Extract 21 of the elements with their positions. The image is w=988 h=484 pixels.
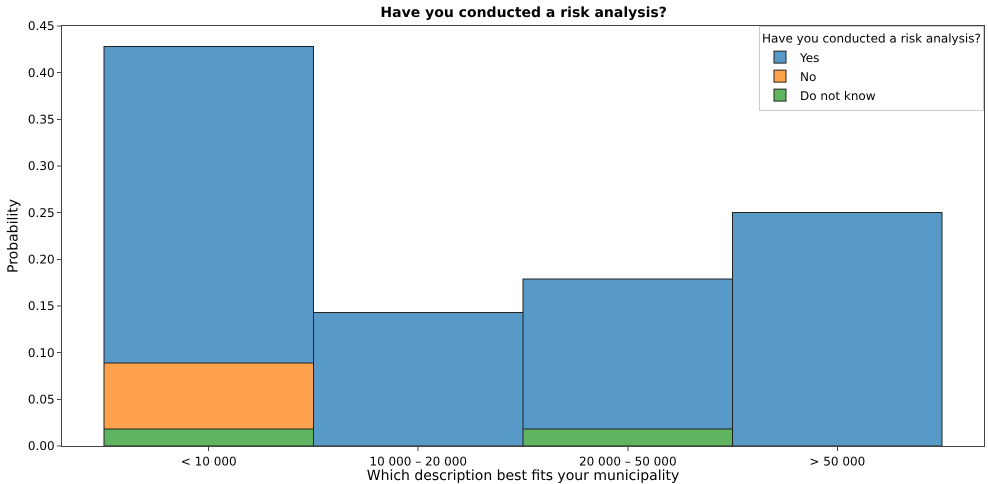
x-tick-label: < 10 000 — [180, 454, 237, 468]
legend-label: No — [800, 70, 816, 84]
y-axis-title: Probability — [5, 198, 22, 274]
chart-title: Have you conducted a risk analysis? — [380, 5, 667, 22]
y-tick-label: 0.35 — [28, 112, 55, 127]
y-tick-label: 0.15 — [28, 299, 55, 314]
y-tick-label: 0.10 — [28, 346, 55, 360]
legend-label: Do not know — [800, 88, 876, 103]
x-tick-label: 10 000 – 20 000 — [369, 454, 468, 468]
y-tick-label: 0.00 — [28, 439, 55, 454]
y-tick-label: 0.25 — [28, 206, 55, 220]
y-tick-label: 0.40 — [28, 66, 55, 80]
y-tick-label: 0.20 — [28, 252, 55, 267]
x-axis-title: Which description best fits your municipality — [366, 468, 680, 484]
legend-label: Yes — [799, 50, 820, 65]
y-tick-label: 0.05 — [28, 392, 55, 407]
legend-title: Have you conducted a risk analysis? — [762, 32, 981, 46]
x-tick-label: > 50 000 — [809, 454, 866, 468]
y-tick-label: 0.30 — [28, 159, 55, 174]
x-tick-label: 20 000 – 50 000 — [578, 454, 677, 468]
y-tick-label: 0.45 — [28, 19, 55, 34]
